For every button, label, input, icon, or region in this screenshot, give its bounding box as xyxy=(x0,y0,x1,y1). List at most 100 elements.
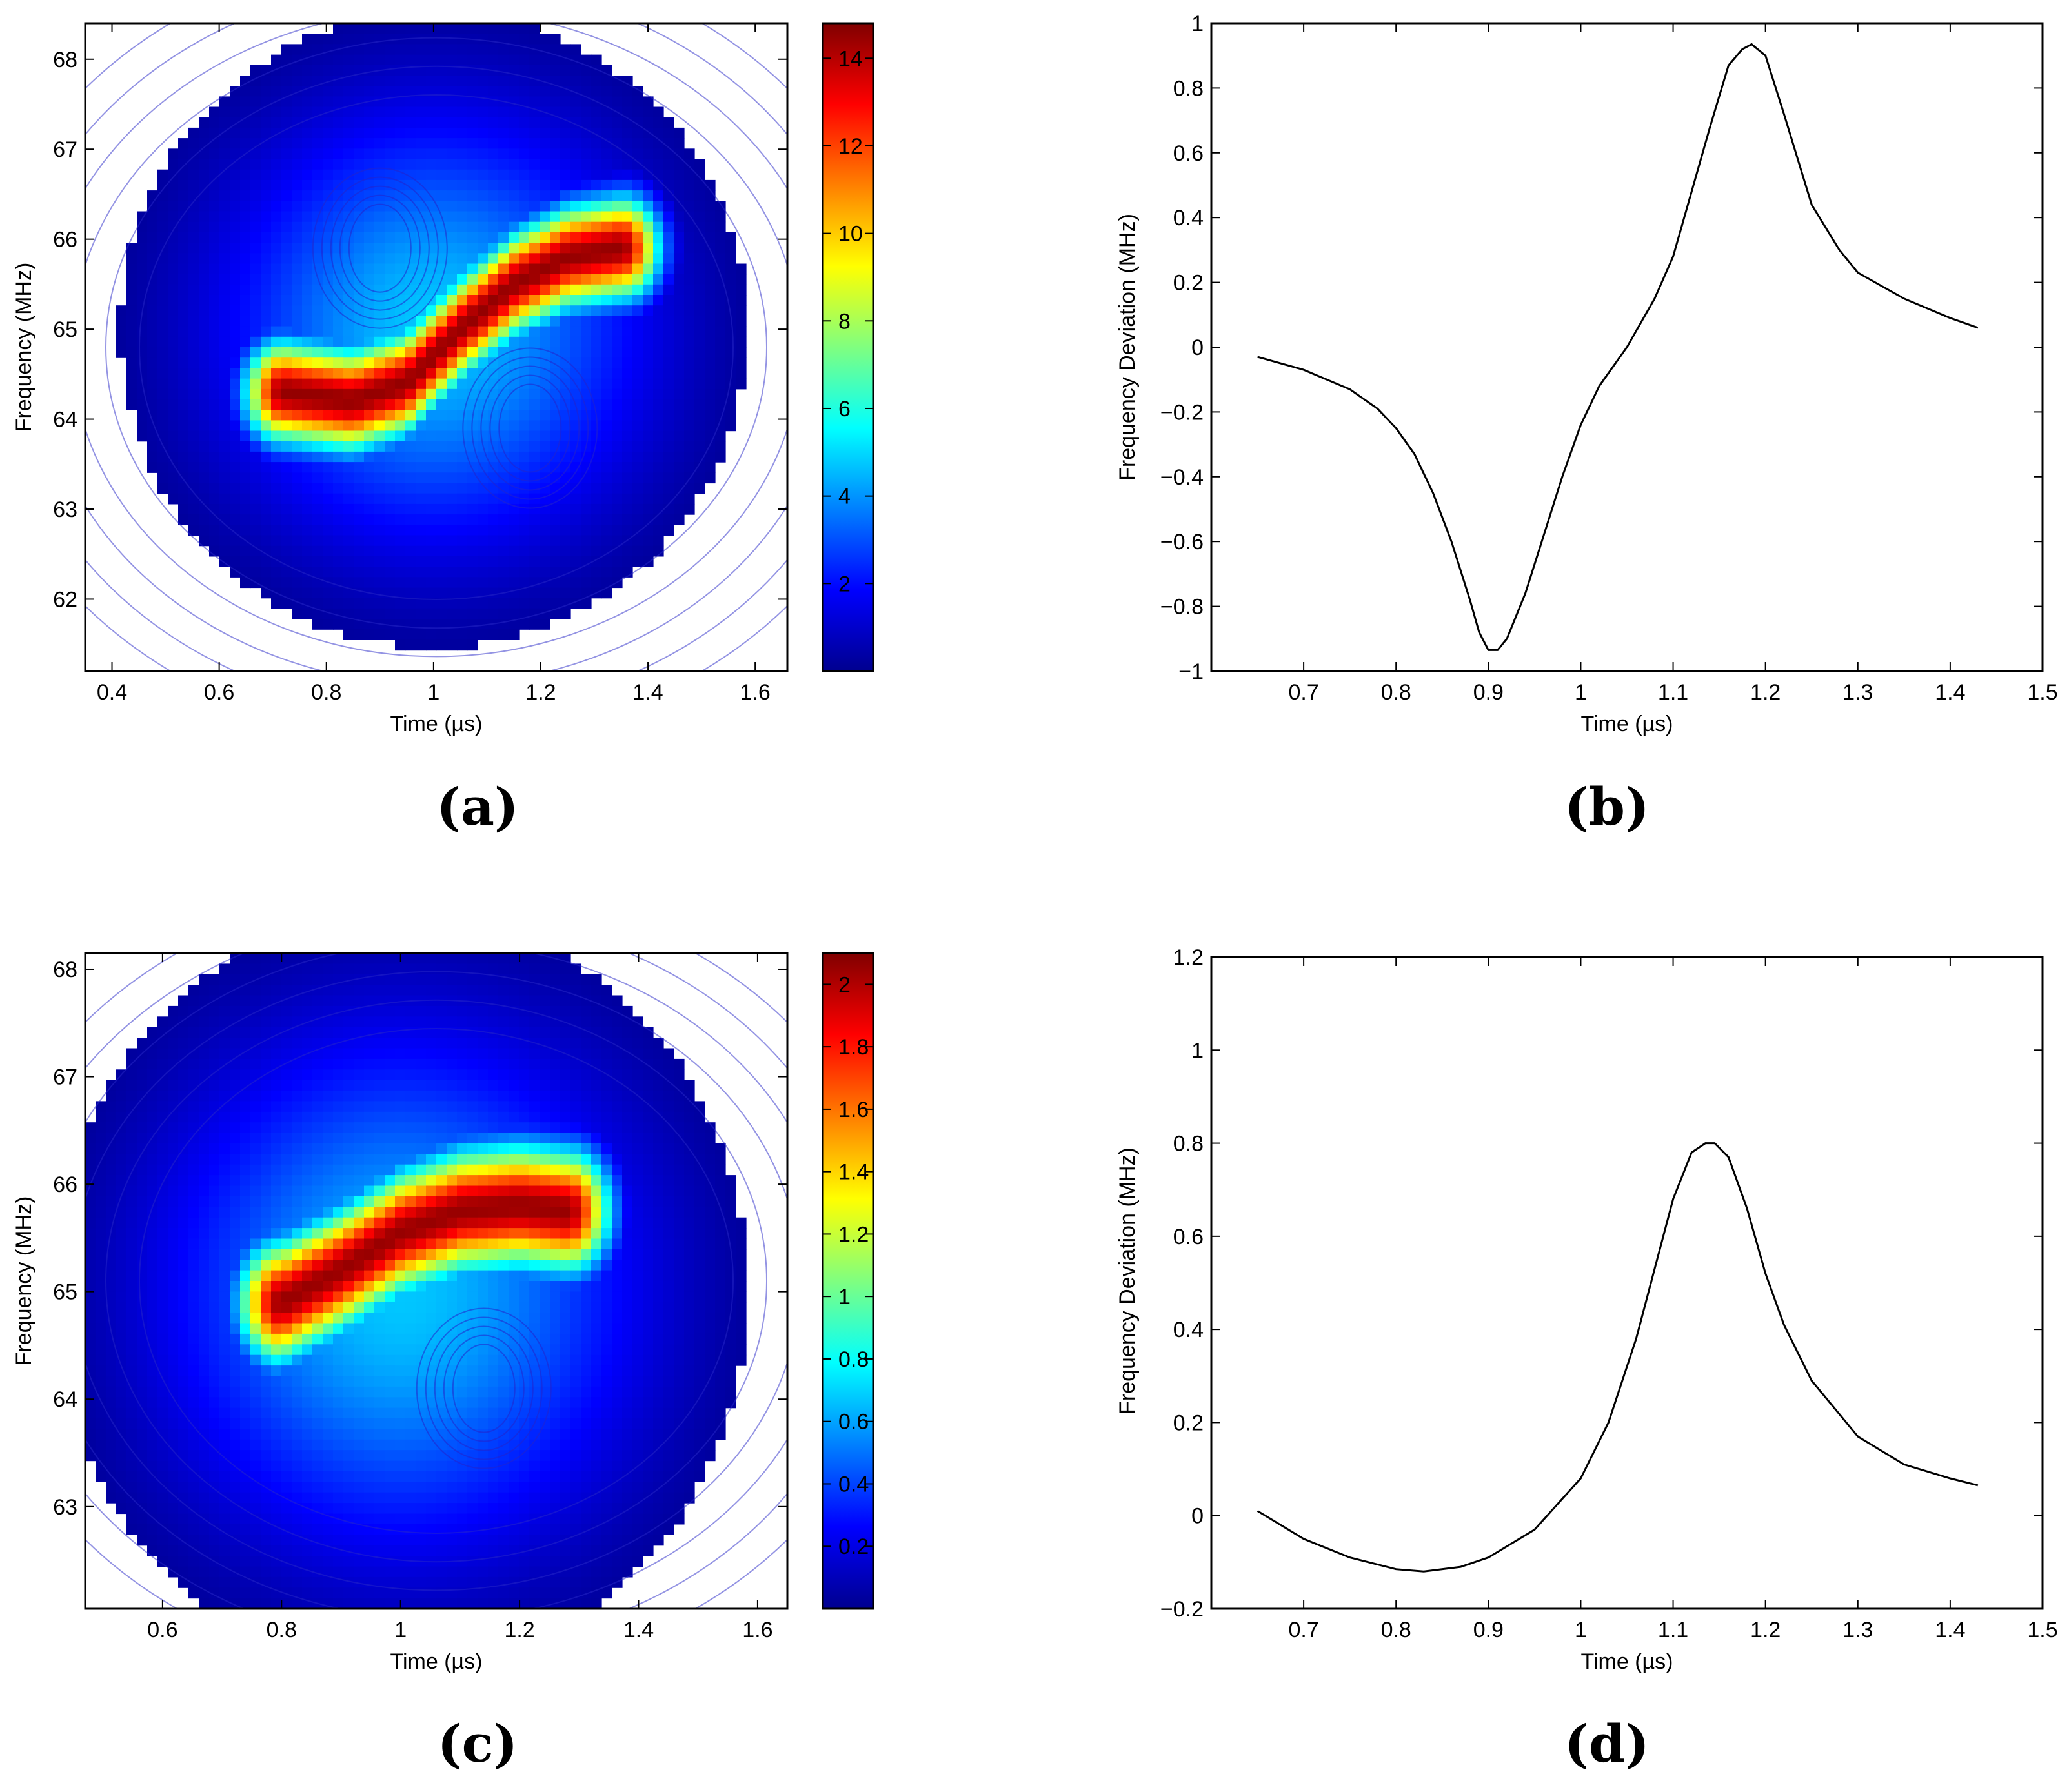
heat-cell xyxy=(261,472,272,483)
heat-cell xyxy=(354,1239,365,1250)
heat-cell xyxy=(663,170,674,181)
heat-cell xyxy=(333,441,344,452)
heat-cell xyxy=(663,295,674,306)
heat-cell xyxy=(281,1408,292,1419)
heat-cell xyxy=(416,985,427,996)
heat-cell xyxy=(126,1408,137,1419)
heat-cell xyxy=(292,1260,303,1271)
heat-cell xyxy=(188,431,199,442)
heat-cell xyxy=(188,1228,199,1239)
heat-cell xyxy=(498,222,509,233)
panel-b-xtick-label: 0.7 xyxy=(1288,680,1318,705)
heat-cell xyxy=(395,1049,406,1060)
heat-cell xyxy=(292,327,303,337)
heat-cell xyxy=(96,1133,106,1144)
heat-cell xyxy=(312,598,323,609)
heat-cell xyxy=(416,1598,427,1609)
heat-cell xyxy=(694,285,705,296)
heat-cell xyxy=(178,1165,189,1176)
heat-cell xyxy=(385,1218,396,1229)
heat-cell xyxy=(354,1154,365,1165)
heat-cell xyxy=(240,1429,251,1440)
heat-cell xyxy=(302,546,313,557)
heat-cell xyxy=(374,1471,385,1482)
heat-cell xyxy=(333,159,344,170)
panel-b-xlabel: Time (µs) xyxy=(1581,712,1673,736)
heat-cell xyxy=(333,494,344,505)
heat-cell xyxy=(705,264,716,275)
heat-cell xyxy=(157,1196,168,1207)
heat-cell xyxy=(188,1112,199,1123)
heat-cell xyxy=(157,316,168,327)
heat-cell xyxy=(374,546,385,557)
heat-cell xyxy=(385,1154,396,1165)
heat-cell xyxy=(591,55,602,66)
heat-cell xyxy=(385,1006,396,1017)
heat-cell xyxy=(643,504,654,515)
heat-cell xyxy=(343,212,354,223)
heat-cell xyxy=(550,128,561,139)
heat-cell xyxy=(126,253,137,264)
heat-cell xyxy=(96,1239,106,1250)
heat-cell xyxy=(126,1461,137,1472)
heat-cell xyxy=(126,1313,137,1324)
heat-cell xyxy=(519,138,530,149)
heat-cell xyxy=(292,44,303,55)
heat-cell xyxy=(240,159,251,170)
heat-cell xyxy=(250,1503,261,1514)
heat-cell xyxy=(498,472,509,483)
heat-cell xyxy=(323,337,334,348)
heat-cell xyxy=(447,639,458,650)
heat-cell xyxy=(126,1186,137,1197)
heat-cell xyxy=(209,494,220,505)
heat-cell xyxy=(581,337,592,348)
heat-cell xyxy=(354,410,365,421)
heat-cell xyxy=(395,264,406,275)
heat-cell xyxy=(292,1059,303,1070)
heat-cell xyxy=(292,138,303,149)
heat-cell xyxy=(209,1471,220,1482)
heat-cell xyxy=(312,1545,323,1556)
heat-cell xyxy=(467,222,478,233)
heat-cell xyxy=(467,148,478,159)
heat-cell xyxy=(323,243,334,254)
heat-cell xyxy=(570,180,581,191)
heat-cell xyxy=(405,159,416,170)
heat-cell xyxy=(519,556,530,567)
heat-cell xyxy=(209,1334,220,1345)
heat-cell xyxy=(498,295,509,306)
heat-cell xyxy=(663,389,674,400)
heat-cell xyxy=(457,567,468,578)
heat-cell xyxy=(622,379,633,390)
heat-cell xyxy=(312,410,323,421)
heat-cell xyxy=(281,316,292,327)
heat-cell xyxy=(467,23,478,34)
heat-cell xyxy=(302,1260,313,1271)
heat-cell xyxy=(209,1418,220,1429)
heat-cell xyxy=(426,1503,437,1514)
heat-cell xyxy=(106,1493,117,1504)
heat-cell xyxy=(498,55,509,66)
heat-cell xyxy=(271,1598,282,1609)
heat-cell xyxy=(385,1567,396,1578)
heat-cell xyxy=(343,1239,354,1250)
panel-a-ytick-label: 65 xyxy=(53,317,77,342)
heat-cell xyxy=(416,639,427,650)
heat-cell xyxy=(312,1355,323,1366)
heat-cell xyxy=(684,357,695,368)
heat-cell xyxy=(467,44,478,55)
heat-cell xyxy=(426,452,437,463)
heat-cell xyxy=(343,1101,354,1112)
heat-cell xyxy=(653,285,664,296)
heat-cell xyxy=(292,462,303,473)
heat-cell xyxy=(126,285,137,296)
heat-cell xyxy=(447,295,458,306)
heat-cell xyxy=(374,556,385,567)
heat-cell xyxy=(271,1376,282,1387)
heat-cell xyxy=(416,1281,427,1292)
heat-cell xyxy=(302,337,313,348)
heat-cell xyxy=(426,525,437,536)
heat-cell xyxy=(168,1408,179,1419)
heat-cell xyxy=(147,1175,158,1186)
heat-cell xyxy=(271,472,282,483)
